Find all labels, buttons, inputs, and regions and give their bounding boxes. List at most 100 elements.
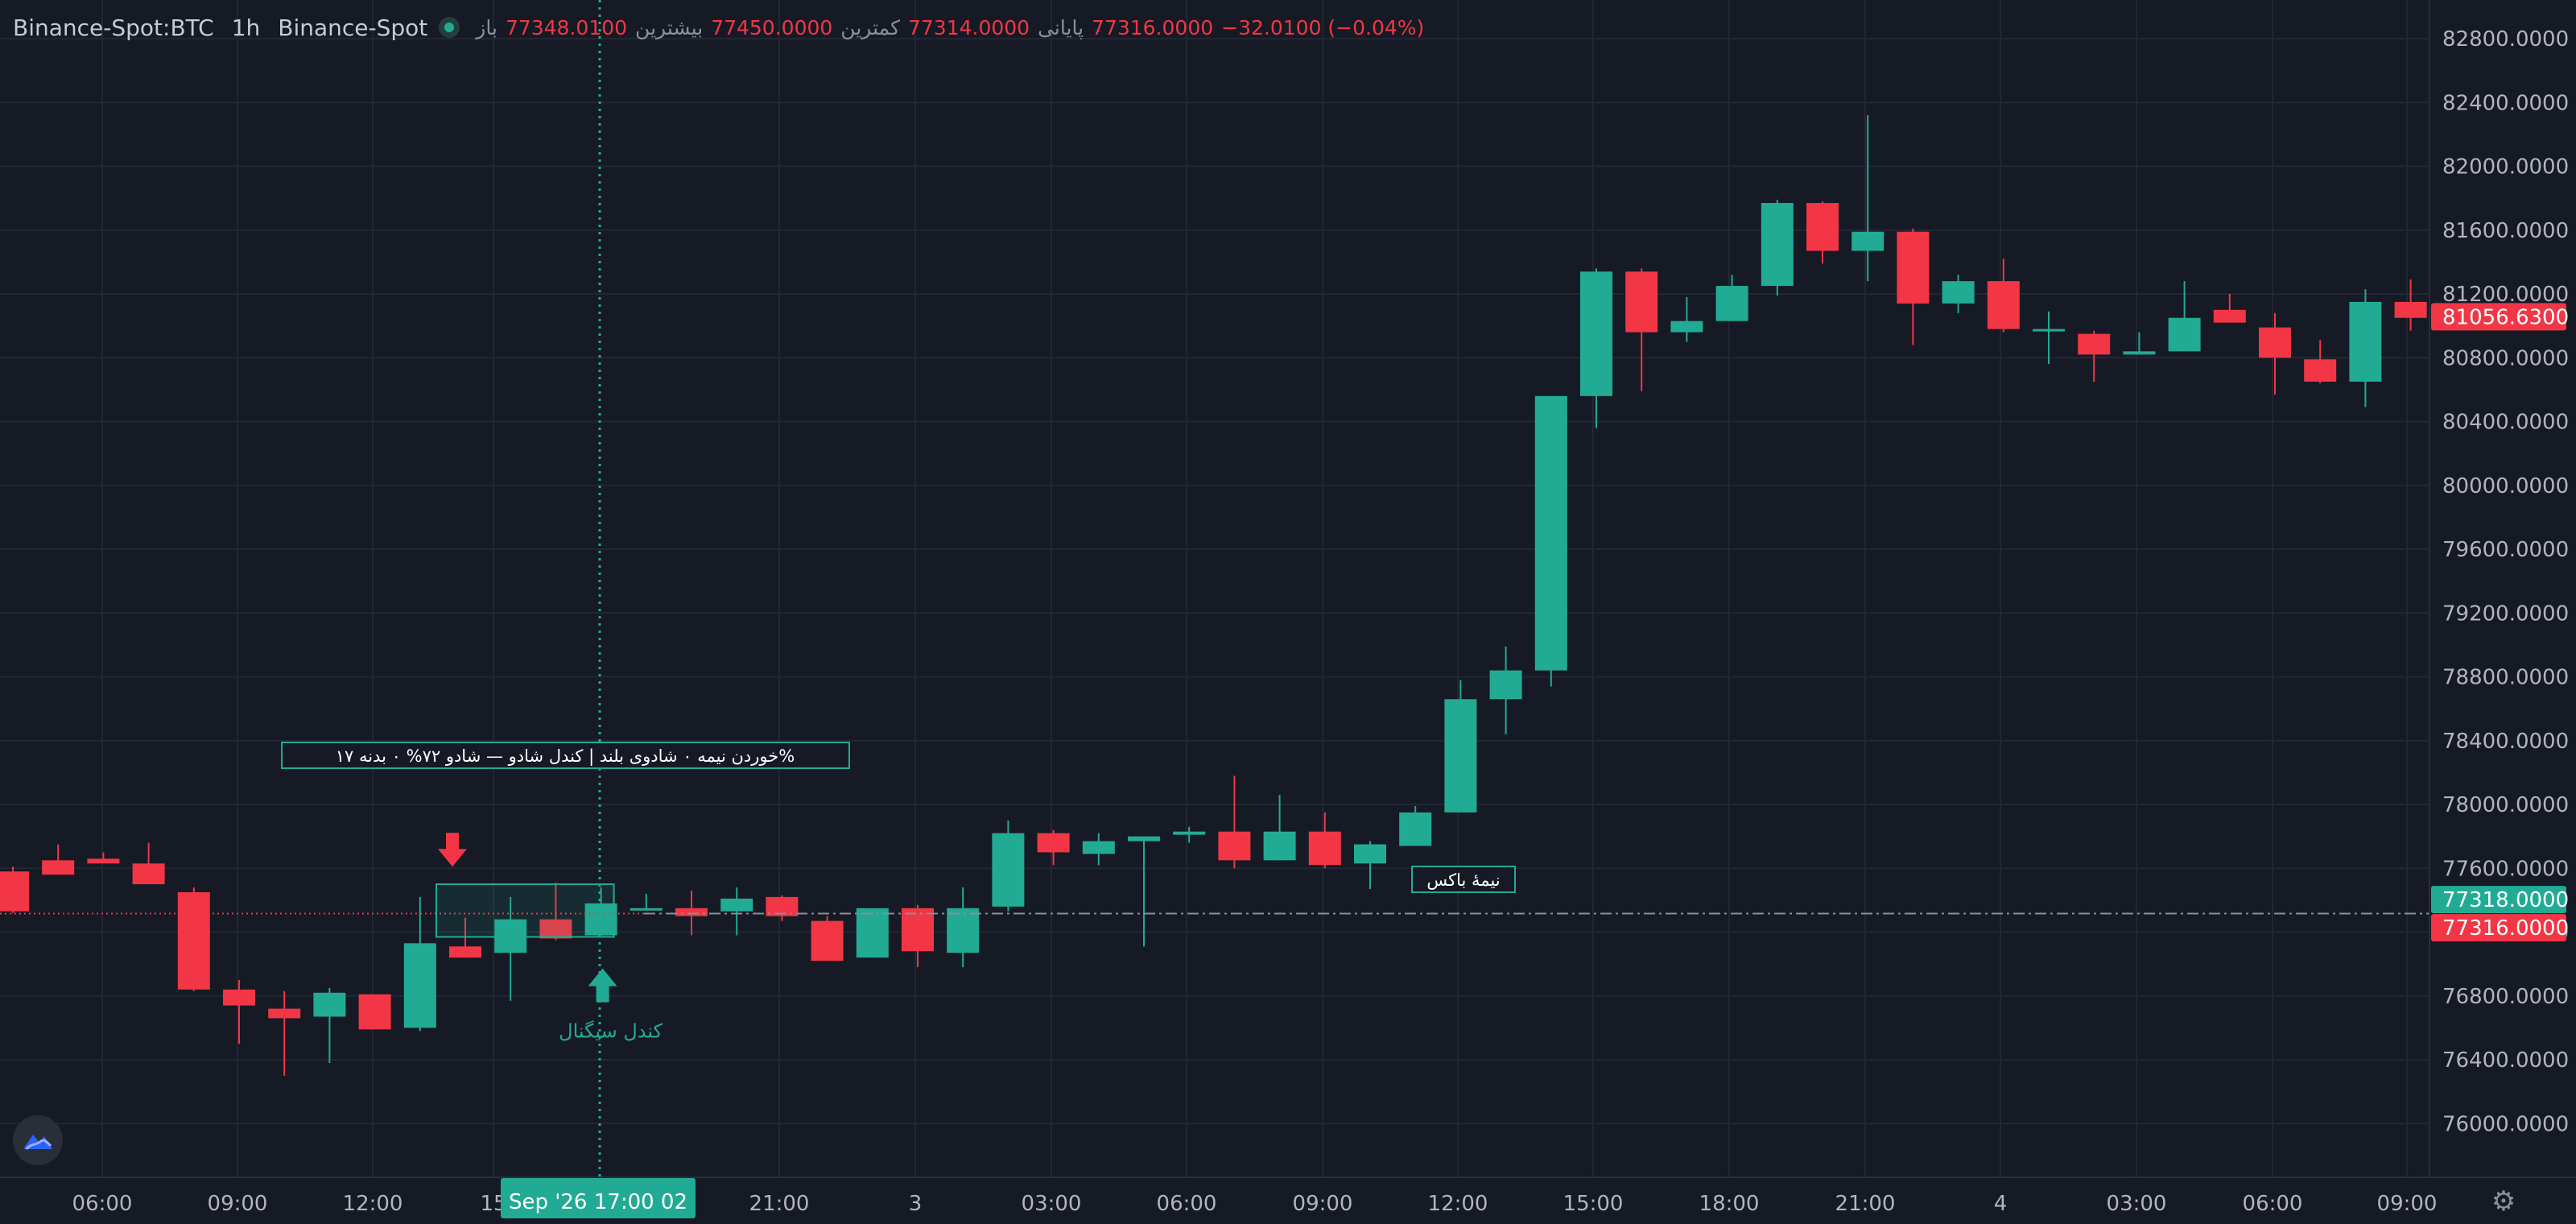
time-tick-label: 12:00 [1428, 1192, 1488, 1216]
candle [856, 908, 889, 958]
price-tick-label: 82800.0000 [2442, 27, 2569, 52]
sell-arrow-icon [438, 833, 467, 867]
low-label: کمترین [840, 15, 900, 39]
price-tick-label: 81200.0000 [2442, 283, 2569, 307]
tradingview-logo-icon[interactable] [13, 1115, 63, 1165]
candle [2168, 281, 2201, 352]
candle [2349, 289, 2382, 407]
candle-body [223, 989, 255, 1006]
signal-label: کندل سیگنال [559, 1020, 663, 1043]
candle-body [1942, 281, 1975, 304]
price-line-1-bg [2431, 886, 2566, 914]
candle [1625, 268, 1658, 391]
candle-body [2304, 359, 2337, 382]
candle-body [992, 833, 1025, 907]
symbol-name[interactable]: Binance-Spot:BTC [13, 14, 214, 41]
candle-body [2033, 329, 2065, 332]
candle [1173, 826, 1206, 843]
candle [584, 887, 617, 936]
candle-body [449, 946, 481, 958]
candle-body [539, 919, 572, 939]
price-tick-label: 76400.0000 [2442, 1048, 2569, 1073]
time-tick-label: 21:00 [1835, 1192, 1896, 1216]
candle-body [1580, 271, 1612, 396]
candle [2033, 311, 2065, 365]
candle [630, 893, 663, 911]
time-axis: 06:00 09:00 12:00 15 21:00 3 03:00 06:00 09:00 12… [0, 1176, 2576, 1218]
signal-box [436, 883, 615, 938]
open-label: باز [476, 15, 497, 39]
price-tick-label: 78800.0000 [2442, 666, 2569, 690]
candle [539, 883, 572, 941]
open-value: 77348.0100 [505, 15, 628, 39]
change-value: −32.0100 (−0.04%) [1221, 15, 1425, 39]
price-tick-label: 78400.0000 [2442, 730, 2569, 754]
note-text: %خوردن نیمه ۰ شادوی بلند | کندل شادو — ش… [336, 746, 795, 767]
candle [1308, 812, 1341, 869]
candle [1761, 200, 1794, 296]
price-tick-label: 78000.0000 [2442, 793, 2569, 817]
overlays: کندل سیگنال %خوردن نیمه ۰ شادوی بلند | کن… [0, 0, 2429, 1177]
candle [2394, 279, 2427, 331]
high-value: 77450.0000 [711, 15, 833, 39]
time-tick-label: 03:00 [1022, 1192, 1082, 1216]
candle-body [1670, 320, 1703, 333]
candle [1082, 833, 1115, 866]
candle-body [1308, 831, 1341, 866]
candle-body [856, 908, 889, 958]
candle-body [403, 943, 436, 1028]
candle-body [177, 891, 210, 990]
price-tick-label: 82000.0000 [2442, 155, 2569, 180]
candle [1897, 228, 1930, 345]
time-tick-label: 03:00 [2107, 1192, 2167, 1216]
candle [132, 842, 165, 885]
high-label: بیشترین [635, 15, 704, 39]
last-price-badge-text: 81056.6300 [2442, 305, 2569, 329]
price-line-2-badge: 77316.0000 [2431, 914, 2569, 942]
price-line-2-bg [2431, 914, 2566, 942]
candle [1263, 795, 1296, 861]
candle-body [1263, 831, 1296, 861]
candle-body [268, 1008, 301, 1019]
candle-body [1399, 812, 1432, 846]
candle-body [1489, 670, 1522, 700]
price-tick-label: 79200.0000 [2442, 602, 2569, 626]
candle [1852, 115, 1885, 282]
candle [177, 887, 210, 991]
half-box-text: نیمهٔ باکس [1426, 870, 1500, 890]
candle [766, 895, 799, 921]
candle [1489, 646, 1522, 734]
candle [1218, 775, 1251, 869]
candle-body [42, 860, 75, 875]
candle-body [2259, 327, 2291, 358]
candle [1399, 805, 1432, 846]
candle-body [584, 903, 617, 936]
settings-gear-icon[interactable]: ⚙ [2491, 1185, 2516, 1218]
market-status-icon [439, 17, 460, 38]
candle-body [0, 871, 29, 912]
time-tick-label: 18:00 [1699, 1192, 1760, 1216]
candle-body [1128, 836, 1160, 842]
candle-body [902, 908, 934, 952]
candle [2304, 340, 2337, 383]
low-value: 77314.0000 [907, 15, 1030, 39]
candle-body [1806, 203, 1839, 251]
candle [0, 866, 29, 913]
candle-body [1715, 286, 1748, 321]
candles [0, 115, 2427, 1076]
candle-body [675, 908, 708, 916]
candle [403, 896, 436, 1032]
candle [1444, 680, 1477, 813]
time-tick-label: 06:00 [72, 1192, 133, 1216]
candle-body [1761, 203, 1794, 287]
candle [1987, 258, 2020, 333]
time-tick-label: 09:00 [1293, 1192, 1353, 1216]
time-tick-label: 09:00 [2377, 1192, 2438, 1216]
price-tick-label: 76000.0000 [2442, 1112, 2569, 1136]
candle [87, 852, 120, 864]
candle-body [2168, 317, 2201, 352]
price-tick-label: 80400.0000 [2442, 411, 2569, 435]
close-label: پایانی [1038, 15, 1084, 39]
interval-label[interactable]: 1h [231, 14, 261, 41]
